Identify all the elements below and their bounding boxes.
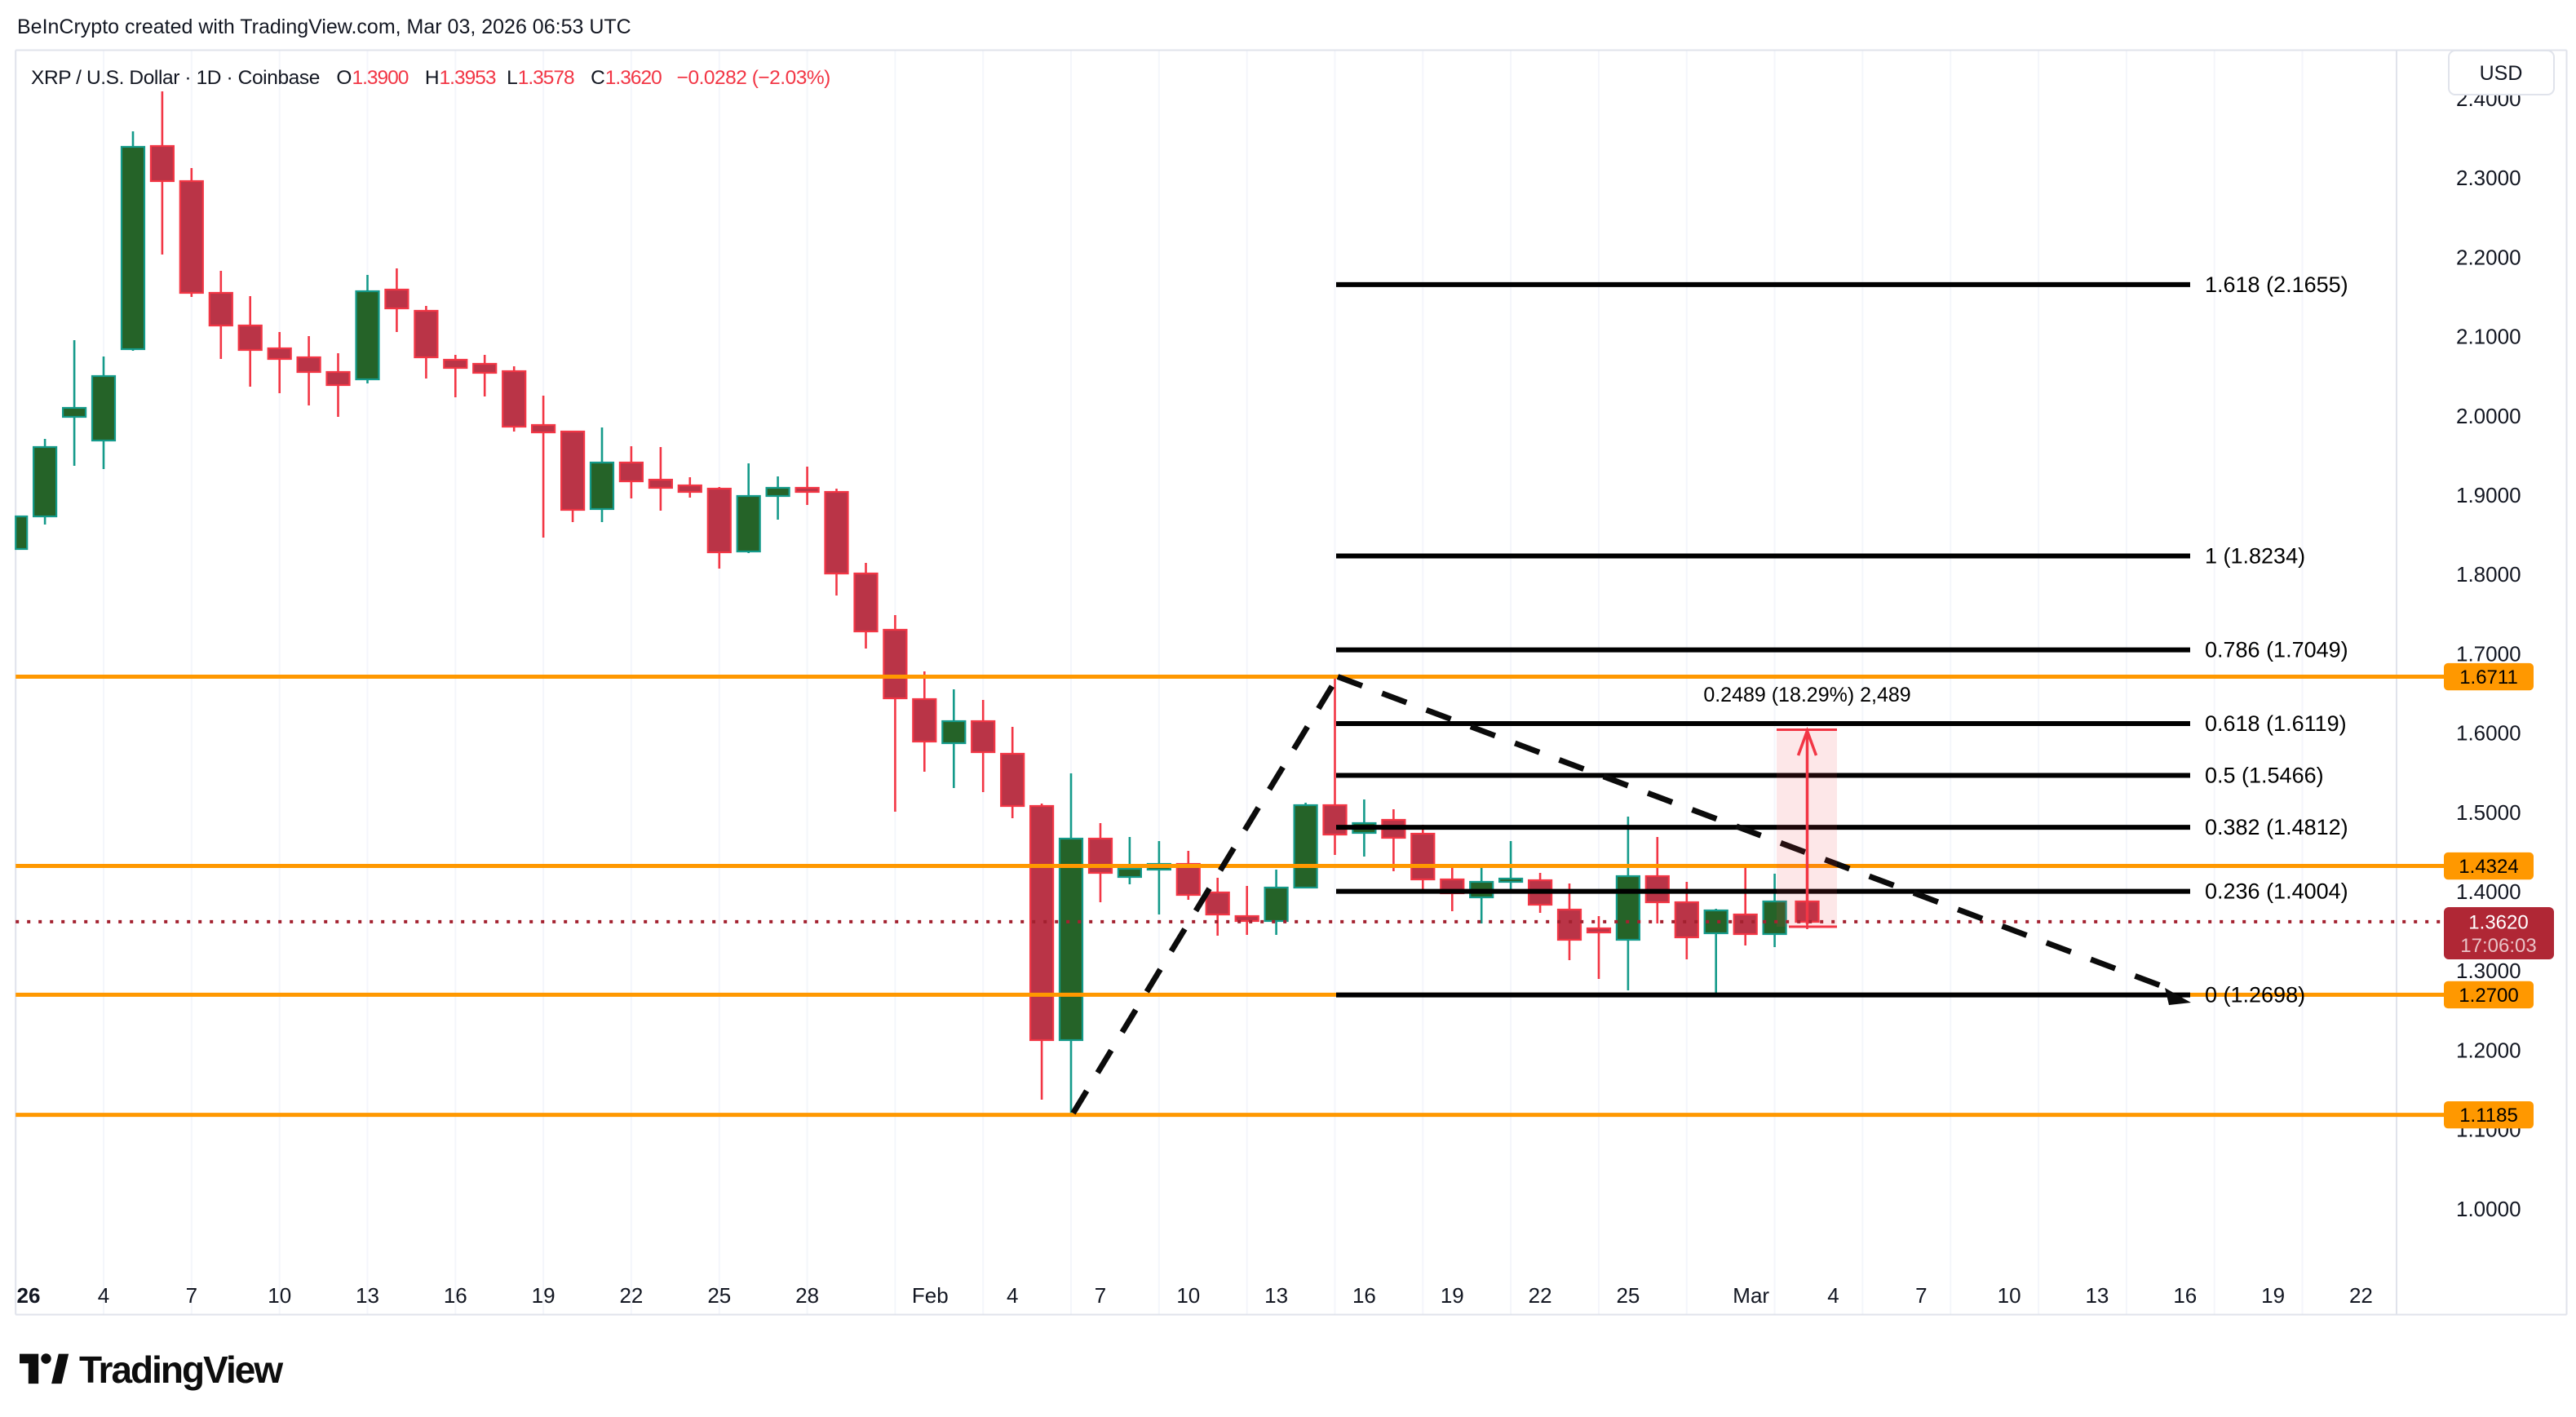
svg-text:1.9000: 1.9000 bbox=[2456, 483, 2521, 507]
svg-text:1 (1.8234): 1 (1.8234) bbox=[2205, 544, 2305, 569]
svg-text:0.5 (1.5466): 0.5 (1.5466) bbox=[2205, 764, 2324, 788]
svg-text:1.3000: 1.3000 bbox=[2456, 959, 2521, 983]
svg-text:4: 4 bbox=[1827, 1283, 1839, 1308]
svg-text:Mar: Mar bbox=[1733, 1283, 1769, 1308]
svg-text:16: 16 bbox=[1352, 1283, 1376, 1308]
svg-text:28: 28 bbox=[795, 1283, 819, 1308]
svg-text:13: 13 bbox=[1264, 1283, 1288, 1308]
svg-text:10: 10 bbox=[1998, 1283, 2021, 1308]
svg-text:19: 19 bbox=[2261, 1283, 2285, 1308]
svg-text:17:06:03: 17:06:03 bbox=[2460, 935, 2536, 957]
svg-text:19: 19 bbox=[532, 1283, 555, 1308]
svg-text:25: 25 bbox=[707, 1283, 731, 1308]
svg-text:1.4324: 1.4324 bbox=[2459, 856, 2518, 878]
svg-text:2.0000: 2.0000 bbox=[2456, 404, 2521, 428]
svg-text:16: 16 bbox=[444, 1283, 467, 1308]
svg-text:0.236 (1.4004): 0.236 (1.4004) bbox=[2205, 879, 2348, 904]
svg-text:7: 7 bbox=[186, 1283, 197, 1308]
svg-text:1.2700: 1.2700 bbox=[2459, 985, 2518, 1007]
svg-text:BeInCrypto created with Tradin: BeInCrypto created with TradingView.com,… bbox=[17, 15, 631, 38]
svg-text:1.6000: 1.6000 bbox=[2456, 721, 2521, 746]
svg-text:1.2000: 1.2000 bbox=[2456, 1038, 2521, 1062]
svg-text:1.7000: 1.7000 bbox=[2456, 641, 2521, 666]
svg-text:1.3620: 1.3620 bbox=[2468, 912, 2528, 934]
svg-text:1.5000: 1.5000 bbox=[2456, 800, 2521, 825]
svg-text:0 (1.2698): 0 (1.2698) bbox=[2205, 983, 2305, 1007]
svg-text:1.4000: 1.4000 bbox=[2456, 879, 2521, 904]
svg-text:1.6711: 1.6711 bbox=[2459, 666, 2518, 689]
svg-text:0.786 (1.7049): 0.786 (1.7049) bbox=[2205, 638, 2348, 662]
svg-text:2.1000: 2.1000 bbox=[2456, 325, 2521, 349]
svg-text:1.618 (2.1655): 1.618 (2.1655) bbox=[2205, 272, 2348, 297]
svg-text:13: 13 bbox=[2085, 1283, 2109, 1308]
svg-text:19: 19 bbox=[1441, 1283, 1464, 1308]
svg-text:1.8000: 1.8000 bbox=[2456, 562, 2521, 587]
svg-text:22: 22 bbox=[619, 1283, 643, 1308]
svg-text:XRP / U.S. Dollar · 1D · Coinb: XRP / U.S. Dollar · 1D · Coinbase O1.390… bbox=[31, 67, 830, 89]
svg-text:1.0000: 1.0000 bbox=[2456, 1197, 2521, 1221]
svg-text:Feb: Feb bbox=[912, 1283, 949, 1308]
svg-text:2.2000: 2.2000 bbox=[2456, 245, 2521, 269]
svg-text:4: 4 bbox=[1007, 1283, 1018, 1308]
svg-text:7: 7 bbox=[1095, 1283, 1106, 1308]
svg-text:10: 10 bbox=[268, 1283, 291, 1308]
svg-text:25: 25 bbox=[1616, 1283, 1640, 1308]
svg-text:26: 26 bbox=[17, 1283, 41, 1308]
svg-text:0.382 (1.4812): 0.382 (1.4812) bbox=[2205, 815, 2348, 839]
svg-text:10: 10 bbox=[1176, 1283, 1200, 1308]
svg-text:0.618 (1.6119): 0.618 (1.6119) bbox=[2205, 711, 2347, 736]
svg-text:USD: USD bbox=[2480, 62, 2523, 85]
svg-text:4: 4 bbox=[98, 1283, 109, 1308]
svg-text:22: 22 bbox=[2349, 1283, 2373, 1308]
svg-text:1.1185: 1.1185 bbox=[2459, 1105, 2518, 1127]
svg-text:2.3000: 2.3000 bbox=[2456, 166, 2521, 190]
svg-text:TradingView: TradingView bbox=[79, 1348, 283, 1391]
svg-text:22: 22 bbox=[1529, 1283, 1552, 1308]
svg-text:16: 16 bbox=[2173, 1283, 2197, 1308]
svg-text:13: 13 bbox=[356, 1283, 379, 1308]
svg-text:7: 7 bbox=[1915, 1283, 1927, 1308]
svg-text:0.2489 (18.29%) 2,489: 0.2489 (18.29%) 2,489 bbox=[1703, 684, 1910, 706]
